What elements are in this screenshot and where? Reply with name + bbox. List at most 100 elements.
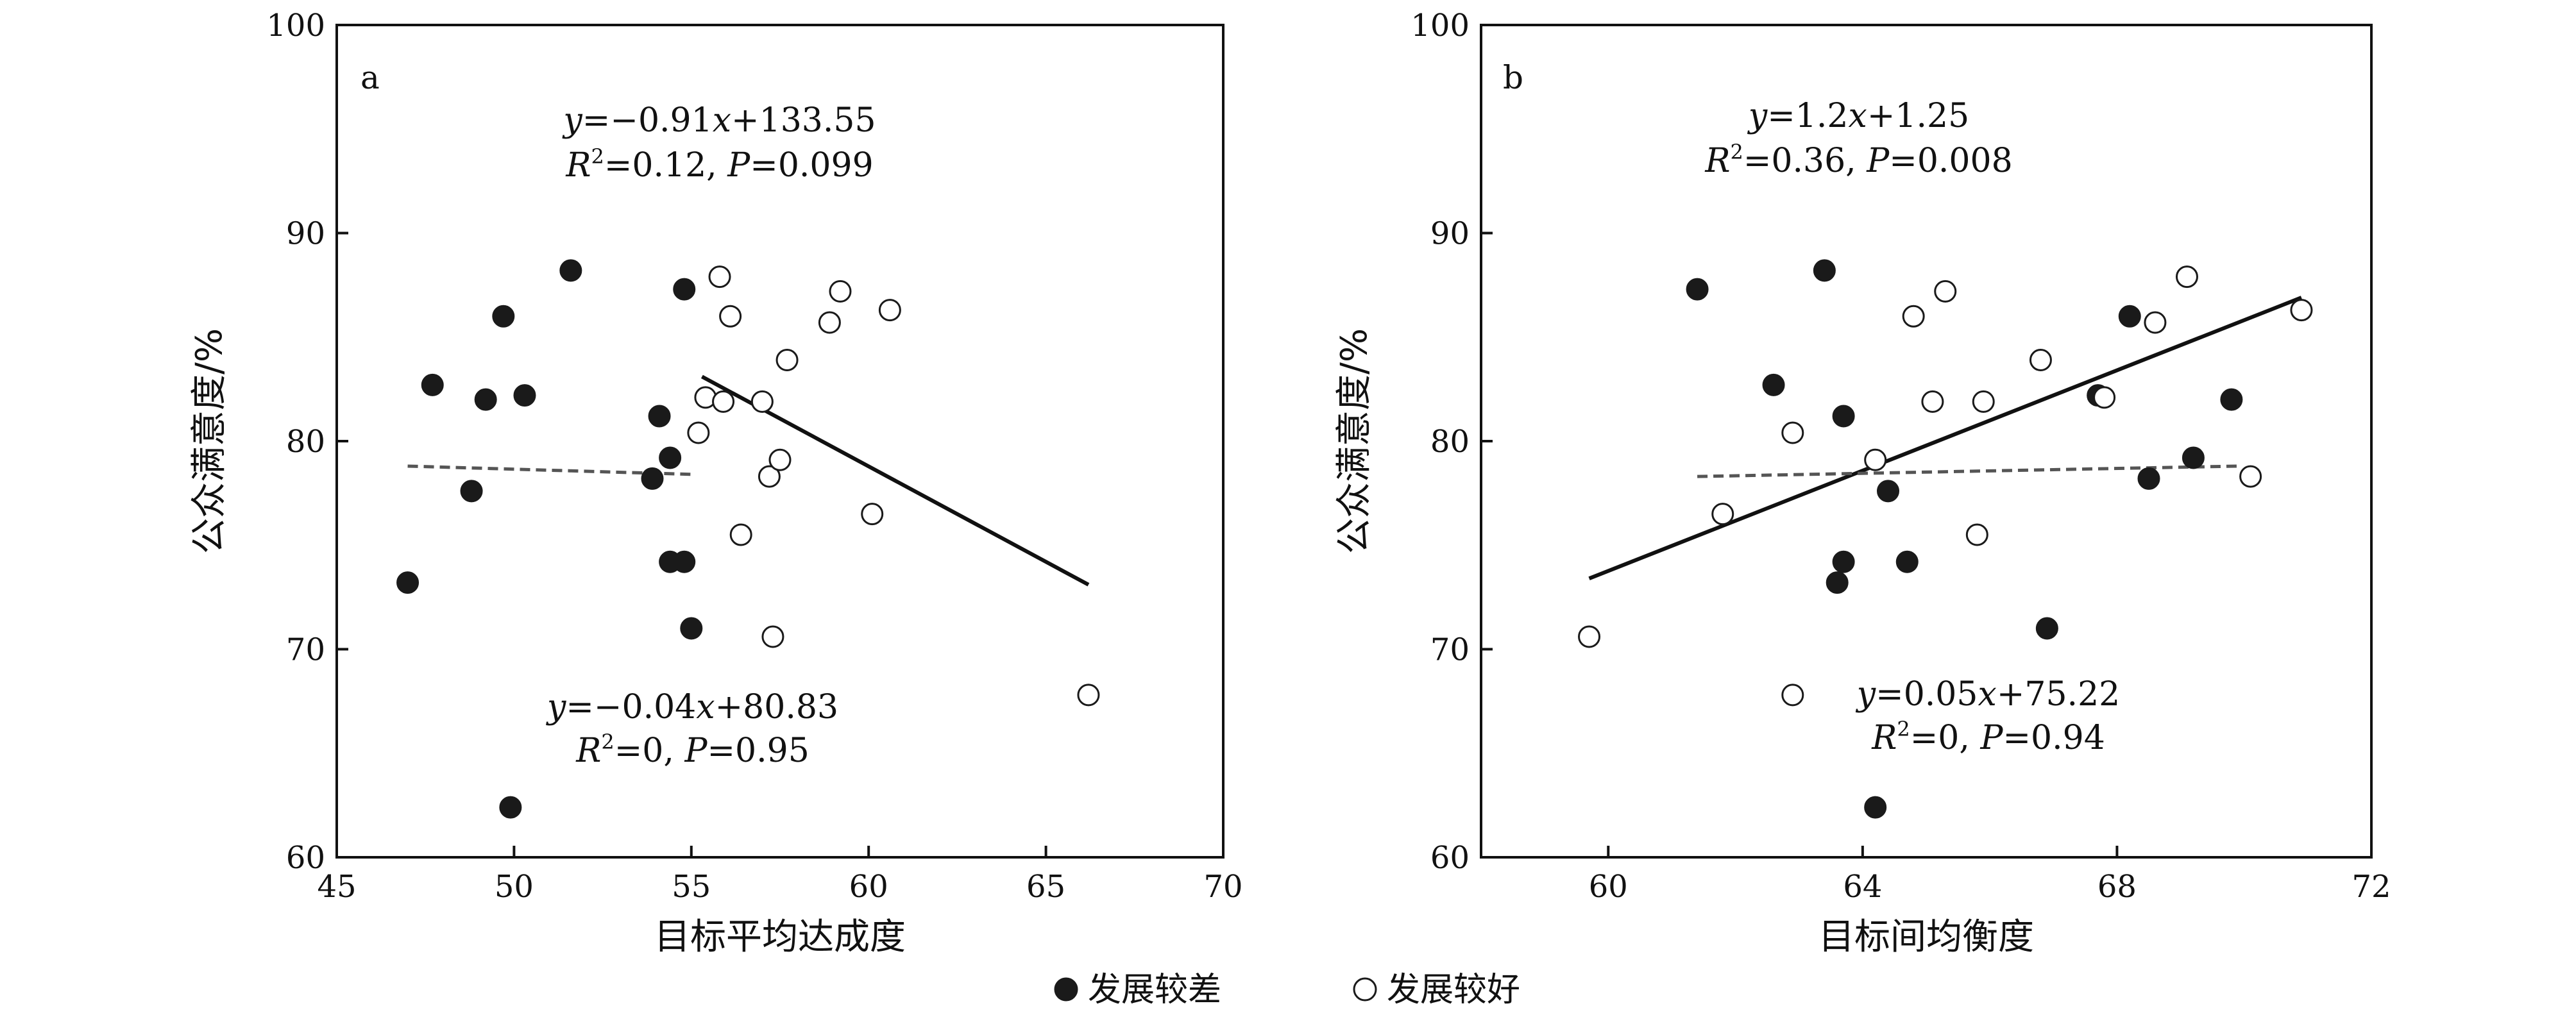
panel-b-eq-part1: =1.2 bbox=[1767, 97, 1848, 135]
panel-b-y-tick-label-0: 60 bbox=[1430, 840, 1470, 876]
legend-label-poor: 发展较差 bbox=[1088, 971, 1221, 1009]
panel-b-point-poor-14 bbox=[2220, 388, 2243, 411]
panel-b-eq2-part2: +75.22 bbox=[1997, 675, 2120, 714]
panel-a-eq-var-y: y bbox=[562, 101, 582, 140]
panel-a-fit-lines bbox=[407, 374, 1090, 587]
panel-b-fit-equation: y=1.2x+1.25 bbox=[1747, 97, 1969, 135]
panel-a-eq2-part2: +80.83 bbox=[715, 688, 838, 726]
panel-b-point-good-6 bbox=[1921, 390, 1944, 413]
panel-b-stat2-rval: =0, bbox=[1910, 719, 1981, 757]
panel-b-fit2-equation: y=0.05x+75.22 bbox=[1856, 675, 2121, 714]
panel-a-stat-rval: =0.12, bbox=[604, 146, 727, 185]
panel-b-point-poor-0 bbox=[1686, 278, 1709, 301]
panel-b-y-tick-label-3: 90 bbox=[1430, 216, 1470, 252]
panel-a-point-poor-0 bbox=[396, 571, 419, 594]
panel-b-point-good-14 bbox=[2239, 465, 2262, 488]
panel-b-point-good-7 bbox=[1934, 280, 1957, 303]
panel-a-eq2-var-x: x bbox=[696, 688, 715, 726]
panel-a-eq2-part1: =−0.04 bbox=[566, 688, 696, 726]
panel-a-stat2-p: P bbox=[684, 732, 708, 770]
panel-b-x-tick-label-0: 60 bbox=[1589, 869, 1628, 905]
panel-b-stat-pval: =0.008 bbox=[1889, 142, 2012, 180]
panel-b-point-poor-6 bbox=[1864, 796, 1887, 819]
panel-a-point-good-9 bbox=[768, 448, 792, 471]
panel-a-stat-r: R bbox=[565, 146, 591, 185]
panel-a-point-good-12 bbox=[829, 280, 852, 303]
panel-a-point-good-7 bbox=[758, 465, 781, 488]
panel-a-stat-pval: =0.099 bbox=[750, 146, 873, 185]
legend-label-good: 发展较好 bbox=[1387, 971, 1520, 1009]
panel-a-eq-var-x: x bbox=[713, 101, 731, 140]
panel-b-stat-r: R bbox=[1704, 142, 1730, 180]
legend-marker-open bbox=[1353, 977, 1377, 1002]
panel-a-point-poor-14 bbox=[680, 617, 703, 640]
panel-b-eq-var-x: x bbox=[1848, 97, 1867, 135]
panel-a-fit-equation: y=−0.91x+133.55 bbox=[562, 101, 876, 140]
panel-a-y-tick-label-4: 100 bbox=[266, 8, 325, 44]
panel-a-points bbox=[396, 259, 1100, 819]
panel-b-point-good-11 bbox=[2093, 386, 2116, 409]
panel-b-stat-sup: 2 bbox=[1730, 140, 1743, 164]
panel-b-fit-lines bbox=[1588, 296, 2303, 580]
panel-a-eq-part2: +133.55 bbox=[731, 101, 876, 140]
panel-b-stat-p: P bbox=[1866, 142, 1890, 180]
panel-a-point-good-6 bbox=[750, 390, 774, 413]
panel-a-point-poor-10 bbox=[659, 446, 682, 469]
panel-b-points bbox=[1578, 259, 2313, 819]
panel-a-x-tick-label-4: 65 bbox=[1026, 869, 1065, 905]
panel-a-y-tick-label-3: 90 bbox=[286, 216, 325, 252]
panel-a-point-good-15 bbox=[1077, 684, 1100, 707]
panel-a-x-tick-label-1: 50 bbox=[495, 869, 534, 905]
panel-b-point-good-8 bbox=[1965, 523, 1988, 546]
panel-a-x-tick-label-3: 60 bbox=[849, 869, 888, 905]
panel-b-point-good-0 bbox=[1578, 625, 1601, 648]
panel-a-point-poor-7 bbox=[559, 259, 582, 282]
legend: 发展较差 发展较好 bbox=[1054, 971, 1520, 1009]
panel-a-label: a bbox=[360, 59, 380, 96]
panel-a-point-poor-1 bbox=[421, 373, 444, 396]
panel-a-point-good-8 bbox=[761, 625, 784, 648]
panel-b-fit2-stats: R2=0, P=0.94 bbox=[1871, 717, 2105, 757]
panel-a-point-good-11 bbox=[818, 311, 841, 334]
panel-a-stat2-r: R bbox=[575, 732, 601, 770]
panel-a-stat2-rval: =0, bbox=[614, 732, 685, 770]
panel-b-fit-line-solid bbox=[1588, 296, 2303, 580]
panel-a-y-tick-label-0: 60 bbox=[286, 840, 325, 876]
panel-b-point-poor-13 bbox=[2182, 446, 2205, 469]
panel-b-point-poor-5 bbox=[1832, 550, 1855, 573]
panel-a-point-good-0 bbox=[687, 421, 710, 444]
panel-b-eq-part2: +1.25 bbox=[1867, 97, 1969, 135]
panel-b-point-poor-8 bbox=[1895, 550, 1919, 573]
panel-a-stat-p: P bbox=[727, 146, 750, 185]
panel-a-point-poor-6 bbox=[513, 384, 536, 407]
panel-b-eq2-var-x: x bbox=[1978, 675, 1996, 714]
panel-a-x-axis-label: 目标平均达成度 bbox=[654, 916, 906, 958]
panel-b-axes: 60 64 68 72 60 70 80 90 100 bbox=[1411, 8, 2391, 905]
panel-b-eq2-var-y: y bbox=[1856, 675, 1876, 714]
panel-a-x-tick-label-5: 70 bbox=[1203, 869, 1242, 905]
panel-a-point-good-3 bbox=[712, 390, 735, 413]
panel-a-axes: 45 50 55 60 65 70 60 70 80 90 100 bbox=[266, 8, 1242, 905]
panel-a-point-poor-4 bbox=[492, 305, 515, 328]
panel-b-point-good-4 bbox=[1864, 448, 1887, 471]
panel-b-x-axis-label: 目标间均衡度 bbox=[1818, 916, 2034, 958]
panel-a-point-good-4 bbox=[719, 305, 742, 328]
panel-b-point-good-3 bbox=[1781, 684, 1804, 707]
panel-a-point-good-10 bbox=[775, 348, 799, 371]
panel-a-fit-stats: R2=0.12, P=0.099 bbox=[565, 144, 873, 185]
legend-marker-filled bbox=[1054, 977, 1078, 1002]
panel-a-point-good-5 bbox=[729, 523, 752, 546]
panel-a-y-axis-label: 公众满意度/% bbox=[189, 328, 230, 554]
panel-a-point-good-13 bbox=[861, 503, 884, 526]
panel-a-x-tick-label-2: 55 bbox=[672, 869, 711, 905]
panel-b-stat2-sup: 2 bbox=[1897, 717, 1910, 741]
panel-a-fit2-stats: R2=0, P=0.95 bbox=[575, 730, 809, 770]
panel-b-y-axis-label: 公众满意度/% bbox=[1334, 328, 1375, 554]
panel-a-point-poor-2 bbox=[460, 480, 483, 503]
panel-b-point-good-1 bbox=[1711, 503, 1734, 526]
panel-b-point-good-2 bbox=[1781, 421, 1804, 444]
panel-a-eq-part1: =−0.91 bbox=[582, 101, 713, 140]
